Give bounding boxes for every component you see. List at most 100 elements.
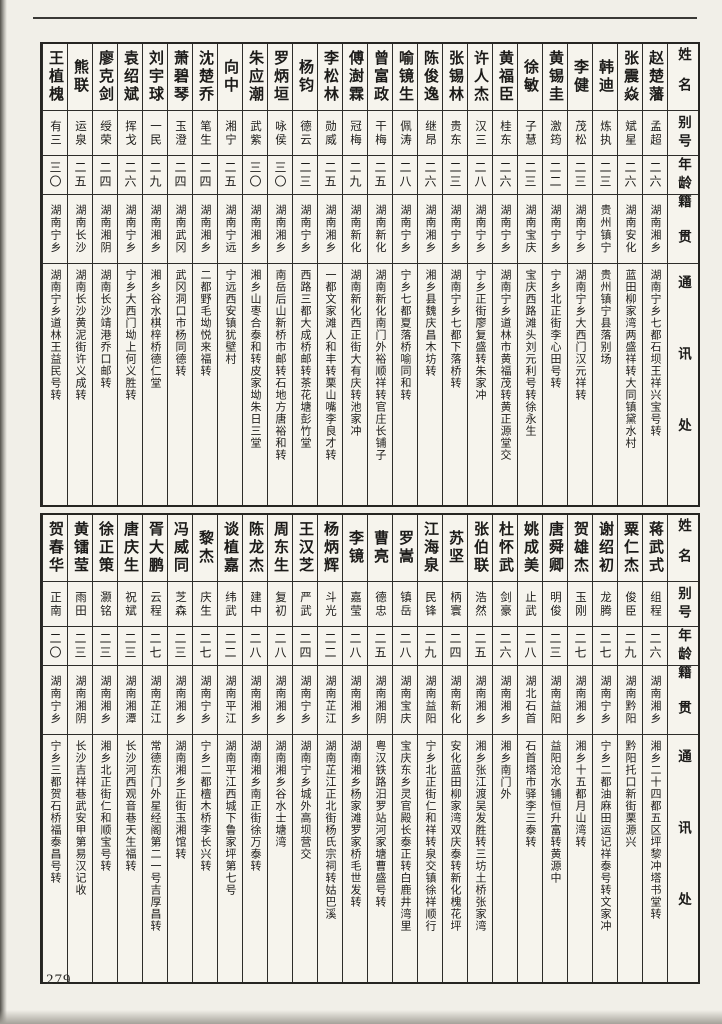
directory-entry-column: 黄锡圭 激筠 二二 湖南宁乡 宁乡北正街李心田号转 — [542, 44, 567, 505]
entry-hao: 勋威 — [324, 119, 336, 147]
entry-address-cell: 湖南湘乡谷水士塘湾 — [268, 735, 292, 982]
entry-native-place-cell: 湖南宁远 — [218, 195, 242, 264]
entry-address-cell: 湖南湘乡正街玉湘馆转 — [168, 735, 192, 982]
entry-age: 二五 — [323, 161, 337, 189]
entry-address-cell: 宁乡北正街仁和祥转泉交镇徐祥顺行 — [418, 735, 442, 982]
entry-age-cell: 二三 — [518, 156, 542, 195]
entry-hao: 镇岳 — [399, 590, 411, 618]
entry-native-place: 湖南湘阴 — [99, 204, 111, 254]
entry-name: 曾富政 — [372, 50, 388, 104]
entry-hao-cell: 汉三 — [468, 111, 492, 156]
entry-address-cell: 湘乡十五都月山湾转 — [568, 735, 592, 982]
entry-address-cell: 湖南湘乡南正街徐万泰转 — [243, 735, 267, 982]
entry-name: 张伯联 — [472, 521, 488, 575]
entry-age-cell: 二〇 — [43, 627, 67, 666]
entry-age-cell: 二四 — [193, 156, 217, 195]
entry-age: 二八 — [248, 632, 262, 660]
entry-name-cell: 许人杰 — [468, 44, 492, 111]
entry-address-cell: 湘乡北正街仁和顺宝号转 — [93, 735, 117, 982]
entry-hao-cell: 浩然 — [468, 582, 492, 627]
entry-name-cell: 徐正策 — [93, 515, 117, 582]
entry-native-place-cell: 湖南湘乡 — [168, 666, 192, 735]
entry-hao: 芝森 — [174, 590, 186, 618]
entry-name: 苏坚 — [447, 530, 463, 566]
entry-address-cell: 湘乡二十四都五区坪黎冲塔书堂转 — [643, 735, 667, 982]
entry-address-cell: 湘乡县魏庆昌木坊转 — [418, 264, 442, 505]
entry-native-place-cell: 湖南宁乡 — [43, 195, 67, 264]
header-cell-address: 通讯处 — [668, 264, 698, 500]
entry-address-cell: 西路三都大成桥邮转茶花塘彭竹堂 — [293, 264, 317, 505]
entry-name: 萧碧琴 — [172, 50, 188, 104]
entry-hao-cell: 止武 — [518, 582, 542, 627]
entry-age: 二八 — [398, 161, 412, 189]
directory-entry-column: 黄福臣 桂东 二六 湖南宁乡 湖南宁乡道林市黄福茂转黄正源堂交 — [492, 44, 517, 505]
entry-native-place: 湖南宁乡 — [124, 204, 136, 254]
entry-address: 益阳沧水铺恒升富转黄源中 — [549, 740, 561, 884]
directory-entry-column: 杨钧 德云 二三 湖南宁乡 西路三都大成桥邮转茶花塘彭竹堂 — [292, 44, 317, 505]
entry-name-cell: 江海泉 — [418, 515, 442, 582]
entry-native-place: 湖南益阳 — [549, 675, 561, 725]
entry-address-cell: 湖南长沙黄泥街许义成转 — [68, 264, 92, 505]
entry-name: 黄锡圭 — [547, 50, 563, 104]
entry-native-place-cell: 湖南湘乡 — [418, 195, 442, 264]
entry-hao-cell: 冠梅 — [343, 111, 367, 156]
entry-hao-cell: 干梅 — [368, 111, 392, 156]
entry-address: 常德东门外星经阁第二一号吉厚昌转 — [149, 740, 161, 932]
entry-age-cell: 二九 — [343, 156, 367, 195]
entry-address: 湖南平江西城下鲁家坪第七号 — [224, 740, 236, 896]
entry-age: 二三 — [523, 161, 537, 189]
directory-entry-column: 张伯联 浩然 二五 湖南湘乡 湘乡张江渡吴发胜转三坊土桥张家湾 — [467, 515, 492, 982]
entry-native-place-cell: 湖南湘乡 — [643, 666, 667, 735]
entry-hao-cell: 剑豪 — [493, 582, 517, 627]
entry-native-place: 湖南湘乡 — [474, 675, 486, 725]
entry-native-place: 湖南宁乡 — [499, 204, 511, 254]
entry-age-cell: 二七 — [193, 627, 217, 666]
entry-hao-cell: 祝斌 — [118, 582, 142, 627]
entry-hao: 德忠 — [374, 590, 386, 618]
entry-native-place: 湖南湘阴 — [74, 675, 86, 725]
entry-name-cell: 杨炳辉 — [318, 515, 342, 582]
entry-age-cell: 二六 — [493, 627, 517, 666]
entry-name: 姚成美 — [522, 521, 538, 575]
entry-native-place-cell: 湖南安化 — [618, 195, 642, 264]
entry-hao: 止武 — [524, 590, 536, 618]
entry-age: 二三 — [123, 632, 137, 660]
entry-native-place: 湖南新化 — [449, 675, 461, 725]
entry-age-cell: 二四 — [443, 627, 467, 666]
entry-native-place: 湖北石首 — [524, 675, 536, 725]
entry-native-place-cell: 湖南宁乡 — [293, 195, 317, 264]
directory-entry-column: 陈龙杰 建中 二八 湖南湘乡 湖南湘乡南正街徐万泰转 — [242, 515, 267, 982]
directory-entry-column: 李健 茂松 二三 湖南宁乡 湖南宁乡大西门汉元祥转 — [567, 44, 592, 505]
entry-age-cell: 二五 — [468, 627, 492, 666]
entry-name: 傅澍霖 — [347, 50, 363, 104]
entry-address-cell: 宁乡二都油麻田运记祥泰号转文家冲 — [593, 735, 617, 982]
entry-hao-cell: 咏侯 — [268, 111, 292, 156]
entry-native-place-cell: 湖南宁乡 — [118, 195, 142, 264]
entry-address: 湘乡县魏庆昌木坊转 — [424, 269, 436, 377]
entry-age: 二四 — [448, 632, 462, 660]
entry-native-place: 湖南湘潭 — [124, 675, 136, 725]
entry-name: 向中 — [222, 59, 238, 95]
entry-address-cell: 长沙河西观音巷天生福转 — [118, 735, 142, 982]
entry-address: 湖南湘乡杨家滩罗家桥毛世发转 — [349, 740, 361, 908]
entry-age-cell: 二三 — [168, 627, 192, 666]
entry-hao: 斗光 — [324, 590, 336, 618]
entry-age: 二九 — [623, 632, 637, 660]
entry-hao: 干梅 — [374, 119, 386, 147]
entry-hao-cell: 组程 — [643, 582, 667, 627]
entry-hao: 民锋 — [424, 590, 436, 618]
entry-native-place-cell: 湖南湘阴 — [368, 666, 392, 735]
entry-native-place-cell: 湖南武冈 — [168, 195, 192, 264]
entry-age-cell: 二二 — [543, 156, 567, 195]
entry-name-cell: 曾富政 — [368, 44, 392, 111]
entry-hao-cell: 纬武 — [218, 582, 242, 627]
entry-native-place-cell: 湖南宝庆 — [518, 195, 542, 264]
entry-address-cell: 湖南芷江正北街杨氏宗祠转姑巴溪 — [318, 735, 342, 982]
entry-age: 二三 — [98, 632, 112, 660]
entry-name: 张震焱 — [622, 50, 638, 104]
entry-name: 罗炳垣 — [272, 50, 288, 104]
entry-hao-cell: 茂松 — [568, 111, 592, 156]
directory-entry-column: 唐庆生 祝斌 二三 湖南湘潭 长沙河西观音巷天生福转 — [117, 515, 142, 982]
entry-hao-cell: 一民 — [143, 111, 167, 156]
entry-hao: 灏铭 — [99, 590, 111, 618]
